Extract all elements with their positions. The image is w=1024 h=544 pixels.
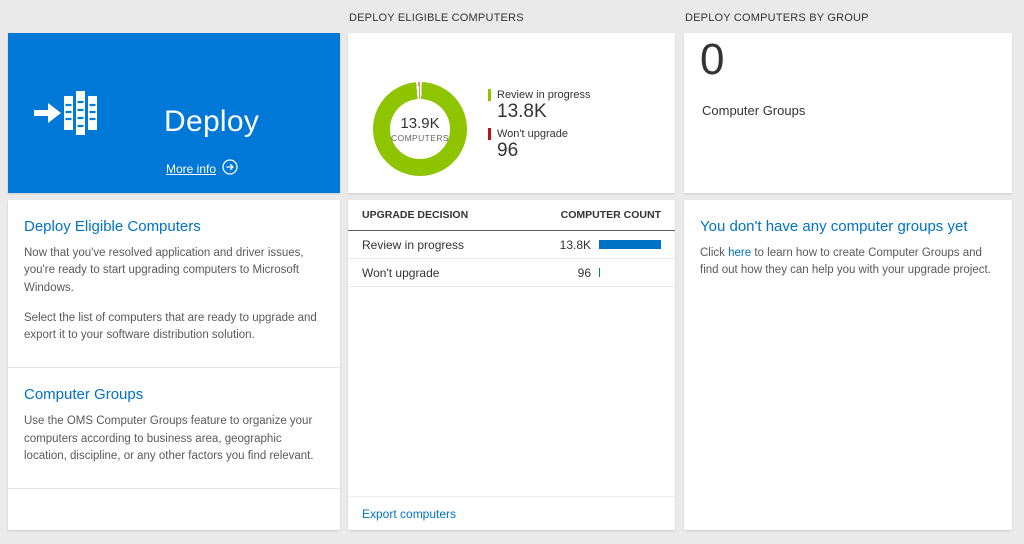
donut-center: 13.9K COMPUTERS: [390, 99, 450, 159]
section-deploy-eligible-computers: Deploy Eligible Computers Now that you'v…: [8, 200, 340, 363]
empty-text-after: to learn how to create Computer Groups a…: [700, 247, 991, 277]
legend-item-review-in-progress: Review in progress 13.8K: [488, 89, 591, 123]
section-computer-groups: Computer Groups Use the OMS Computer Gro…: [8, 368, 340, 484]
legend-value: 96: [497, 139, 519, 161]
table-footer: Export computers: [348, 496, 675, 530]
legend-item-wont-upgrade: Won't upgrade 96: [488, 127, 591, 162]
arrow-circle-icon: [222, 159, 238, 178]
legend-color-bar: [488, 89, 491, 101]
table-header-row: UPGRADE DECISION COMPUTER COUNT: [348, 200, 675, 231]
table-row[interactable]: Won't upgrade 96: [348, 259, 675, 287]
legend-label: Review in progress: [497, 89, 591, 101]
empty-state-text: Click here to learn how to create Comput…: [700, 245, 996, 280]
section-paragraph: Use the OMS Computer Groups feature to o…: [24, 415, 314, 462]
column-header-deploy-by-group: DEPLOY COMPUTERS BY GROUP: [685, 12, 869, 24]
deploy-eligible-chart-tile: 13.9K COMPUTERS Review in progress 13.8K…: [348, 33, 675, 193]
row-bar: [599, 240, 661, 249]
row-label: Won't upgrade: [362, 265, 440, 280]
more-info-link[interactable]: More info: [166, 159, 238, 178]
column-header-computer-count: COMPUTER COUNT: [560, 209, 661, 221]
computer-groups-count: 0: [700, 35, 725, 84]
computer-groups-count-tile: 0 Computer Groups: [684, 33, 1012, 193]
computer-groups-count-label: Computer Groups: [702, 103, 806, 118]
deploy-icon: [34, 85, 100, 146]
column-header-upgrade-decision: UPGRADE DECISION: [362, 209, 469, 221]
divider: [8, 367, 340, 369]
donut-chart[interactable]: 13.9K COMPUTERS: [373, 82, 467, 176]
table-row[interactable]: Review in progress 13.8K: [348, 231, 675, 259]
row-bar-track: [599, 240, 661, 249]
section-paragraph: Select the list of computers that are re…: [24, 311, 317, 341]
section-paragraph: Now that you've resolved application and…: [24, 247, 304, 294]
page-title: Deploy: [164, 105, 260, 138]
donut-legend: Review in progress 13.8K Won't upgrade 9…: [488, 89, 591, 167]
row-bar: [599, 268, 601, 277]
empty-text-before: Click: [700, 247, 725, 259]
section-heading: Computer Groups: [24, 386, 144, 404]
export-computers-link[interactable]: Export computers: [362, 506, 457, 521]
row-label: Review in progress: [362, 237, 465, 252]
computer-groups-empty-panel: You don't have any computer groups yet C…: [684, 200, 1012, 530]
section-heading: Deploy Eligible Computers: [24, 218, 201, 235]
row-value: 13.8K: [559, 237, 591, 252]
divider: [8, 488, 340, 489]
deploy-description-panel: Deploy Eligible Computers Now that you'v…: [8, 200, 340, 530]
column-header-deploy-eligible: DEPLOY ELIGIBLE COMPUTERS: [349, 12, 524, 24]
row-bar-track: [599, 268, 661, 277]
legend-value: 13.8K: [497, 101, 547, 122]
upgrade-decision-table-panel: UPGRADE DECISION COMPUTER COUNT Review i…: [348, 200, 675, 530]
donut-center-label: COMPUTERS: [391, 133, 449, 143]
donut-center-value: 13.9K: [400, 115, 440, 132]
legend-label: Won't upgrade: [497, 127, 569, 140]
here-link[interactable]: here: [728, 247, 752, 259]
deploy-overview-tile: Deploy More info: [8, 33, 340, 193]
legend-color-bar: [488, 127, 491, 140]
empty-state-heading: You don't have any computer groups yet: [700, 218, 968, 235]
more-info-label: More info: [166, 161, 217, 176]
row-value: 96: [577, 265, 591, 280]
